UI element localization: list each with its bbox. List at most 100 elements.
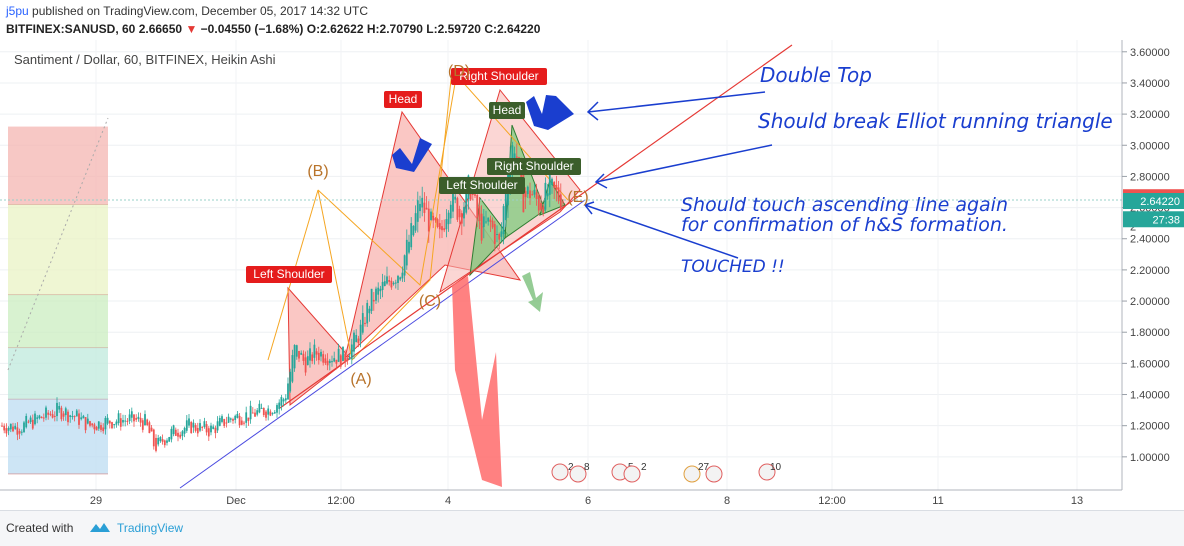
y-axis-panel[interactable] xyxy=(1122,40,1184,490)
candle-body xyxy=(419,203,421,212)
price-chart[interactable]: Double Top Should break Elliot running t… xyxy=(0,40,1184,510)
fib-zone xyxy=(8,126,108,205)
low-label: L: xyxy=(426,22,438,36)
label-head-green: Head xyxy=(493,103,522,117)
candle-body xyxy=(104,417,107,430)
candle-body xyxy=(97,421,100,429)
tradingview-link[interactable]: TradingView xyxy=(117,521,184,535)
fib-zone xyxy=(8,294,108,348)
candle-body xyxy=(258,403,261,413)
candle-body xyxy=(205,424,208,433)
candle-body xyxy=(364,322,366,324)
candle-body xyxy=(128,414,131,422)
fib-zone xyxy=(8,399,108,474)
event-flag-icon[interactable] xyxy=(551,463,569,481)
candle-body xyxy=(359,324,362,341)
event-count: 8 xyxy=(584,462,590,473)
candle-body xyxy=(452,187,454,212)
event-flag-icon[interactable] xyxy=(705,465,723,483)
x-tick-label: 6 xyxy=(585,495,591,507)
event-flag-icon[interactable] xyxy=(623,465,641,483)
candle-body xyxy=(163,440,166,446)
down-arrow-icon: ▼ xyxy=(185,22,198,36)
candle-body xyxy=(108,420,111,424)
event-count: 2 xyxy=(641,462,647,473)
candle-body xyxy=(300,352,303,355)
candle-body xyxy=(185,420,188,431)
candle-body xyxy=(480,213,483,241)
pointer-double-top xyxy=(587,91,766,113)
candle-body xyxy=(335,359,338,364)
footer: Created with TradingView xyxy=(0,510,1184,546)
event-flag-icon[interactable] xyxy=(569,465,587,483)
x-tick-label: Dec xyxy=(226,495,246,507)
candle-body xyxy=(386,276,388,284)
candle-body xyxy=(130,411,133,418)
candle-body xyxy=(31,419,34,429)
candle-body xyxy=(458,208,461,218)
candle-body xyxy=(146,419,149,426)
candle-body xyxy=(559,194,562,209)
candle-body xyxy=(29,417,32,423)
y-tick-label: 2.20000 xyxy=(1130,265,1170,277)
candle-body xyxy=(366,302,369,324)
candle-body xyxy=(148,422,151,434)
candle-body xyxy=(249,405,252,420)
candle-body xyxy=(157,437,160,445)
candle-body xyxy=(100,425,102,430)
elliott-wave-lines xyxy=(267,68,569,362)
annotation-ascending-2: for confirmation of h&S formation. xyxy=(681,214,1008,236)
left-shoulder-red-shape xyxy=(287,286,351,407)
tradingview-logo-icon[interactable] xyxy=(88,520,112,536)
candle-body xyxy=(282,399,285,402)
label-head-red: Head xyxy=(389,92,418,106)
candle-body xyxy=(295,345,298,357)
candle-body xyxy=(212,426,215,429)
candle-body xyxy=(399,277,402,280)
candle-body xyxy=(5,428,8,434)
pointer-arrowhead-1 xyxy=(586,101,599,121)
label-right-shoulder-red: Right Shoulder xyxy=(459,69,538,83)
event-flag-icon[interactable] xyxy=(683,465,701,483)
candle-body xyxy=(238,415,241,426)
candle-body xyxy=(493,224,496,244)
high-label: H: xyxy=(366,22,380,36)
y-tick-label: 2.80000 xyxy=(1130,171,1170,183)
candle-body xyxy=(115,421,118,425)
candle-body xyxy=(3,425,6,431)
candle-body xyxy=(95,426,98,431)
last-price: 2.66650 xyxy=(138,22,183,36)
author-link[interactable]: j5pu xyxy=(6,4,29,18)
candle-body xyxy=(394,282,397,284)
candle-body xyxy=(168,437,171,442)
candle-body xyxy=(269,411,272,416)
candle-body xyxy=(45,407,47,418)
candle-body xyxy=(529,190,531,199)
candle-body xyxy=(284,398,287,401)
candle-body xyxy=(133,414,135,422)
candle-body xyxy=(27,421,30,423)
candle-body xyxy=(460,213,463,224)
candle-body xyxy=(502,206,505,235)
candle-body xyxy=(62,413,65,417)
candle-body xyxy=(113,424,116,426)
fib-zones xyxy=(8,126,108,475)
candle-body xyxy=(397,275,399,284)
y-tick-label: 3.40000 xyxy=(1130,78,1170,90)
candle-body xyxy=(78,413,80,425)
chart-title: Santiment / Dollar, 60, BITFINEX, Heikin… xyxy=(14,52,276,67)
candle-body xyxy=(298,350,300,359)
event-count: 27 xyxy=(698,462,710,473)
chart-area[interactable]: Double Top Should break Elliot running t… xyxy=(0,40,1184,510)
elliott-triangle-lines xyxy=(317,71,458,286)
event-flag-icon[interactable] xyxy=(758,463,776,481)
candle-body xyxy=(333,358,336,362)
candle-body xyxy=(36,417,39,419)
candle-body xyxy=(38,415,41,419)
label-right-shoulder-red-box xyxy=(451,68,547,85)
candle-body xyxy=(427,208,430,232)
candle-body xyxy=(309,348,311,361)
close-label: C: xyxy=(484,22,497,36)
candle-body xyxy=(122,420,124,423)
candle-body xyxy=(350,344,353,359)
